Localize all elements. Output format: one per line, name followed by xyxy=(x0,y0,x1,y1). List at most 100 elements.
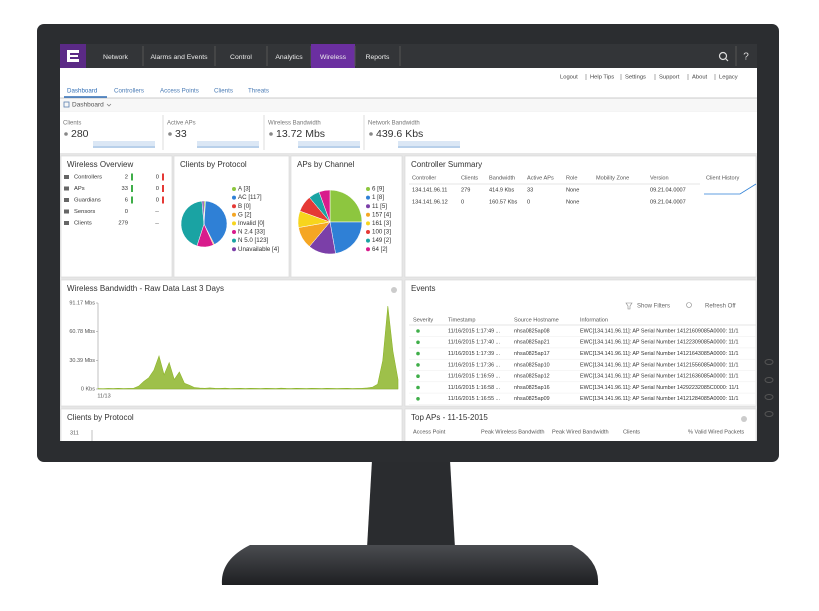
legend-swatch xyxy=(232,230,236,234)
table-cell: 160.57 Kbs xyxy=(489,199,518,205)
screen: ? Dashboard Network Alarms and Events Cont… xyxy=(60,44,757,441)
legend-label: 1 [8] xyxy=(372,194,384,201)
table-cell: 279 xyxy=(461,187,470,193)
show-filters[interactable]: Show Filters xyxy=(637,304,670,310)
legend-label: B [0] xyxy=(238,203,251,210)
event-cell: nhsa0825ap10 xyxy=(514,362,550,368)
event-cell: 11/16/2015 1:16:55 ... xyxy=(448,396,500,402)
event-cell: EWC[134.141.96.11]: AP Serial Number 141… xyxy=(580,328,739,334)
nav-item[interactable]: Control xyxy=(230,54,252,61)
alarm-indicator xyxy=(162,185,164,192)
stat-icon xyxy=(269,132,273,136)
header-link[interactable]: Settings xyxy=(625,75,646,81)
event-cell: nhsa0825ap21 xyxy=(514,340,550,346)
nav-item[interactable]: Analytics xyxy=(275,54,303,61)
tab[interactable]: Dashboard xyxy=(67,88,98,95)
table-cell: 09.21.04.0007 xyxy=(650,187,686,193)
legend-swatch xyxy=(366,221,370,226)
stat-trend xyxy=(93,141,155,148)
legend-swatch xyxy=(366,230,370,234)
x-tick-label: 11/13 xyxy=(97,393,110,399)
overview-count: 2 xyxy=(125,175,128,181)
stat-trend xyxy=(298,141,360,148)
legend-label: A [3] xyxy=(238,186,251,193)
event-cell: 11/16/2015 1:17:36 ... xyxy=(448,362,500,368)
header-area xyxy=(60,68,757,98)
overview-alarm: 0 xyxy=(156,198,159,204)
panel-title: Wireless Overview xyxy=(67,160,133,169)
stat-label: Wireless Bandwidth xyxy=(268,121,321,127)
nav-active xyxy=(311,44,355,68)
panel-title: Clients by Protocol xyxy=(67,413,134,422)
panel-menu[interactable] xyxy=(391,287,397,293)
stat-value: 33 xyxy=(175,128,187,140)
y-tick-label: 91.17 Mbs xyxy=(69,300,95,306)
legend-label: 157 [4] xyxy=(372,211,391,218)
event-cell: 11/16/2015 1:16:59 ... xyxy=(448,374,500,380)
ok-indicator xyxy=(131,196,133,204)
overview-alarm: -- xyxy=(155,221,159,227)
y-tick-label: 0 Kbs xyxy=(81,386,95,392)
tab[interactable]: Access Points xyxy=(160,88,199,95)
legend-swatch xyxy=(232,212,236,217)
legend-swatch xyxy=(366,204,370,209)
legend-label: N 5.0 [123] xyxy=(238,237,269,244)
nav-item[interactable]: Reports xyxy=(366,54,390,61)
help-button[interactable]: ? xyxy=(743,52,749,63)
header-link[interactable]: Support xyxy=(659,75,680,81)
overview-label: Guardians xyxy=(74,198,101,204)
nav-item[interactable]: Wireless xyxy=(320,54,347,61)
table-cell: 0 xyxy=(527,199,530,205)
panel xyxy=(404,408,757,441)
panel-title: Clients by Protocol xyxy=(180,160,247,169)
header-link[interactable]: Legacy xyxy=(719,75,738,81)
overview-alarm: -- xyxy=(155,209,159,215)
table-header: Version xyxy=(650,175,669,181)
client-history-line xyxy=(704,183,757,195)
search-icon[interactable] xyxy=(718,51,728,61)
panel xyxy=(60,408,403,441)
overview-label: APs xyxy=(74,186,85,192)
pie-slice xyxy=(180,200,205,247)
area xyxy=(97,305,399,390)
event-cell: 11/16/2015 1:17:40 ... xyxy=(448,340,500,346)
event-cell: EWC[134.141.96.11]: AP Serial Number 141… xyxy=(580,374,739,380)
stat-icon xyxy=(64,132,68,136)
tab[interactable]: Threats xyxy=(248,88,269,95)
table-cell: None xyxy=(566,199,579,205)
events-search[interactable] xyxy=(686,302,692,308)
nav-item[interactable]: Network xyxy=(103,54,129,61)
nav-item[interactable]: Alarms and Events xyxy=(150,54,208,61)
header-link[interactable]: Help Tips xyxy=(590,75,614,81)
table-cell: 0 xyxy=(461,199,464,205)
overview-count: 33 xyxy=(122,186,128,192)
event-cell: EWC[134.141.96.11]: AP Serial Number 141… xyxy=(580,351,739,357)
pie-slice xyxy=(318,189,331,223)
legend-label: AC [117] xyxy=(238,194,262,201)
event-cell: nhsa0825ap17 xyxy=(514,351,550,357)
view-bar xyxy=(60,99,757,111)
row-icon xyxy=(64,175,69,179)
event-cell: EWC[134.141.96.11]: AP Serial Number 141… xyxy=(580,340,739,346)
ok-indicator xyxy=(131,173,133,181)
tab[interactable]: Clients xyxy=(214,88,233,95)
stat-label: Clients xyxy=(63,121,81,127)
refresh-select[interactable]: Refresh Off xyxy=(705,304,736,310)
y-tick-label: 30.39 Mbs xyxy=(69,358,95,364)
legend-swatch xyxy=(366,195,370,200)
event-cell: 11/16/2015 1:17:39 ... xyxy=(448,351,500,357)
tab[interactable]: Controllers xyxy=(114,88,144,95)
row-icon xyxy=(64,221,69,225)
panel-menu[interactable] xyxy=(741,416,747,422)
table-header: % Valid Wired Packets xyxy=(688,429,744,435)
header-link[interactable]: About xyxy=(692,75,708,81)
stat-value: 13.72 Mbs xyxy=(276,128,325,140)
header-link[interactable]: Logout xyxy=(560,75,578,81)
stat-label: Network Bandwidth xyxy=(368,121,420,127)
severity-dot xyxy=(416,397,420,401)
view-select[interactable]: Dashboard xyxy=(72,102,104,109)
legend-label: 149 [2] xyxy=(372,237,391,244)
legend-swatch xyxy=(232,247,236,252)
view-caret xyxy=(106,103,112,107)
legend-swatch xyxy=(232,204,236,209)
